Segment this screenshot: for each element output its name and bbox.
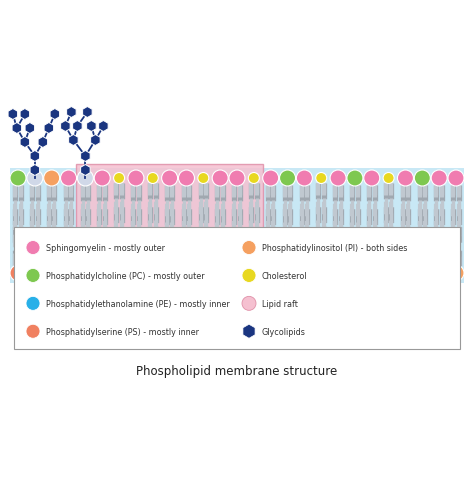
Circle shape [114,173,125,184]
Circle shape [179,265,194,282]
Circle shape [27,265,43,282]
Circle shape [316,173,327,184]
Polygon shape [81,151,90,162]
Circle shape [26,269,40,283]
Text: Sphingomyelin - mostly outer: Sphingomyelin - mostly outer [46,244,165,252]
Text: Cholesterol: Cholesterol [262,271,308,281]
Polygon shape [67,107,76,118]
Circle shape [364,265,380,282]
Circle shape [414,265,430,282]
Polygon shape [82,107,92,118]
Circle shape [242,269,256,283]
Circle shape [44,265,60,282]
Text: Phosphatidylethanolamine (PE) - mostly inner: Phosphatidylethanolamine (PE) - mostly i… [46,299,230,308]
Circle shape [296,265,312,282]
Polygon shape [30,165,40,176]
Circle shape [61,265,76,282]
Circle shape [94,265,110,282]
Circle shape [128,265,144,282]
Polygon shape [12,123,22,134]
Polygon shape [38,137,47,148]
Circle shape [27,171,43,186]
Circle shape [282,268,293,279]
Circle shape [61,171,76,186]
Circle shape [431,171,447,186]
Circle shape [44,171,60,186]
Circle shape [263,265,279,282]
Circle shape [381,265,397,282]
Bar [76,164,263,287]
Text: Glycolipids: Glycolipids [262,327,306,336]
Polygon shape [50,109,60,120]
Circle shape [114,268,125,279]
Circle shape [398,265,413,282]
Circle shape [313,265,329,282]
Text: Phospholipid membrane structure: Phospholipid membrane structure [137,364,337,377]
Circle shape [330,265,346,282]
Circle shape [229,265,245,282]
Polygon shape [25,123,35,134]
Circle shape [179,171,194,186]
Circle shape [347,171,363,186]
Polygon shape [91,135,100,146]
Circle shape [26,241,40,255]
Circle shape [242,297,256,311]
Polygon shape [69,135,78,146]
Circle shape [448,171,464,186]
Circle shape [242,241,256,255]
Circle shape [383,173,394,184]
Polygon shape [30,151,40,162]
Circle shape [10,171,26,186]
Polygon shape [61,121,70,132]
Circle shape [145,265,161,282]
Text: Lipid raft: Lipid raft [262,299,298,308]
Circle shape [431,265,447,282]
Polygon shape [44,123,54,134]
Circle shape [77,171,93,186]
Circle shape [215,268,226,279]
Circle shape [26,297,40,311]
Circle shape [448,265,464,282]
Circle shape [10,265,26,282]
Polygon shape [87,121,96,132]
Circle shape [263,171,279,186]
Circle shape [147,173,158,184]
FancyBboxPatch shape [14,227,460,349]
Circle shape [26,325,40,339]
Polygon shape [243,325,255,339]
Circle shape [164,268,175,279]
Circle shape [296,171,312,186]
Circle shape [330,171,346,186]
Polygon shape [81,165,90,176]
FancyBboxPatch shape [10,169,464,284]
Circle shape [198,173,209,184]
Circle shape [414,171,430,186]
Polygon shape [73,121,82,132]
Polygon shape [20,137,29,148]
Circle shape [162,171,178,186]
Circle shape [246,265,262,282]
Circle shape [195,265,211,282]
Circle shape [349,268,360,279]
Text: Phosphatidylinositol (PI) - both sides: Phosphatidylinositol (PI) - both sides [262,244,407,252]
Circle shape [398,171,413,186]
Polygon shape [8,109,18,120]
Circle shape [77,265,93,282]
Circle shape [94,171,110,186]
Circle shape [280,171,295,186]
Circle shape [248,173,259,184]
Circle shape [212,171,228,186]
Polygon shape [99,121,108,132]
Text: Phosphatidylcholine (PC) - mostly outer: Phosphatidylcholine (PC) - mostly outer [46,271,205,281]
Circle shape [229,171,245,186]
Polygon shape [20,109,29,120]
Text: Phosphatidylserine (PS) - mostly inner: Phosphatidylserine (PS) - mostly inner [46,327,199,336]
Circle shape [128,171,144,186]
Circle shape [364,171,380,186]
